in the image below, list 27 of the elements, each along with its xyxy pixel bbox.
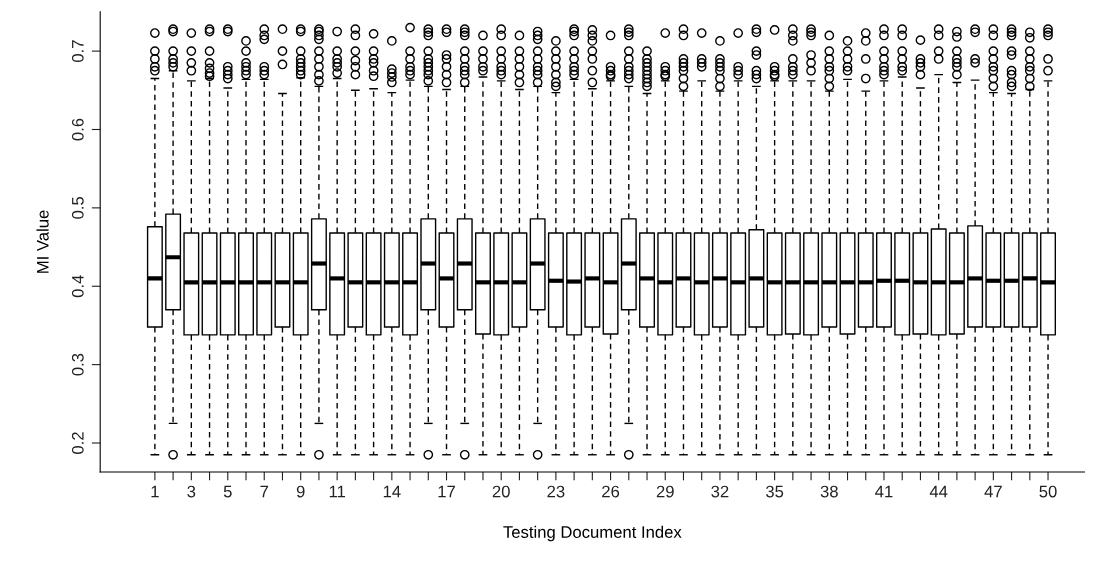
x-tick-label: 35 (765, 485, 784, 498)
x-tick-label: 3 (187, 485, 196, 498)
y-tick-label: 0.7 (71, 40, 84, 63)
x-tick-label: 50 (1039, 485, 1057, 498)
x-tick-label: 29 (656, 485, 674, 498)
x-tick-label: 44 (929, 485, 948, 498)
x-tick-label: 14 (383, 485, 401, 498)
y-tick-label: 0.6 (71, 118, 84, 141)
x-tick-label: 38 (820, 485, 838, 498)
y-tick-label: 0.4 (71, 275, 84, 298)
y-axis-title: MI Value (36, 210, 49, 273)
x-tick-label: 41 (875, 485, 893, 498)
x-tick-label: 5 (223, 485, 232, 498)
x-axis-title: Testing Document Index (503, 525, 682, 542)
x-tick-label: 1 (151, 485, 159, 498)
y-tick-label: 0.3 (71, 353, 84, 376)
x-tick-label: 7 (260, 485, 269, 498)
x-tick-label: 23 (547, 485, 565, 498)
x-tick-label: 11 (329, 485, 345, 498)
x-tick-label: 26 (602, 485, 620, 498)
x-tick-label: 47 (984, 485, 1002, 498)
y-tick-label: 0.5 (71, 196, 84, 219)
x-tick-label: 32 (711, 485, 729, 498)
x-tick-label: 17 (438, 485, 455, 498)
x-tick-label: 9 (296, 485, 305, 498)
x-tick-label: 20 (492, 485, 510, 498)
y-tick-label: 0.2 (71, 432, 84, 454)
